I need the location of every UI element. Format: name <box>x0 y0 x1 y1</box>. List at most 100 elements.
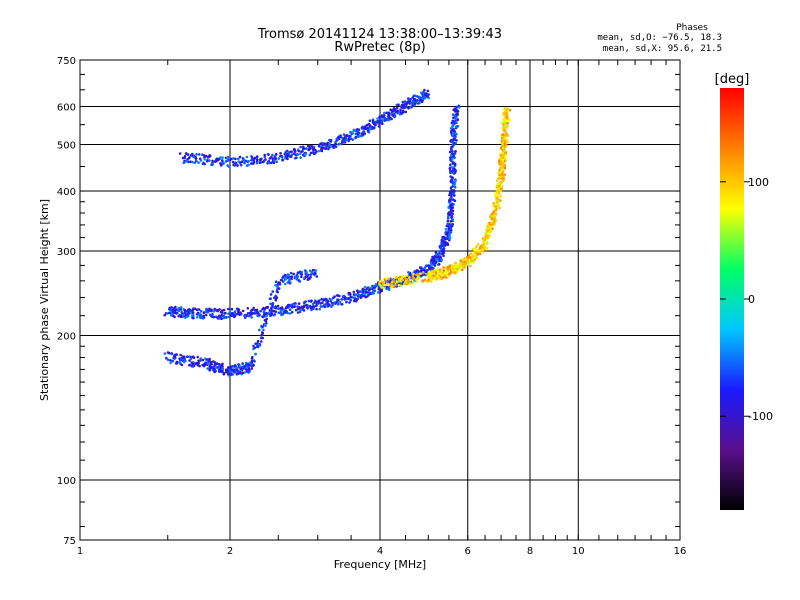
colorbar-tick-label: 0 <box>748 293 755 306</box>
echo-point <box>256 311 260 314</box>
echo-point <box>173 315 176 319</box>
echo-point <box>499 153 503 157</box>
echo-point <box>389 286 393 289</box>
echo-point <box>494 194 498 197</box>
echo-point <box>296 311 300 314</box>
echo-point <box>277 157 281 160</box>
echo-point <box>294 276 298 280</box>
echo-point <box>180 310 183 314</box>
echo-point <box>272 161 276 164</box>
echo-point <box>501 184 504 188</box>
echo-point <box>490 230 493 233</box>
echo-point <box>440 252 444 256</box>
echo-point <box>453 171 457 175</box>
echo-point <box>453 199 457 202</box>
echo-point <box>336 136 340 139</box>
echo-point <box>469 264 472 268</box>
echo-point <box>476 243 480 246</box>
echo-point <box>220 317 223 321</box>
echo-point <box>193 161 196 164</box>
echo-point <box>263 323 267 327</box>
echo-point <box>306 273 310 277</box>
echo-point <box>499 199 502 203</box>
echo-point <box>227 315 231 319</box>
echo-point <box>354 136 357 140</box>
echo-point <box>197 161 200 164</box>
echo-point <box>220 164 223 167</box>
echo-point <box>454 150 457 153</box>
echo-point <box>448 234 451 238</box>
echo-point <box>173 355 177 359</box>
echo-point <box>485 236 489 240</box>
echo-point <box>361 287 365 291</box>
echo-point <box>208 357 211 361</box>
echo-point <box>501 151 505 155</box>
echo-point <box>450 129 453 133</box>
echo-point <box>323 305 327 309</box>
echo-point <box>165 356 168 360</box>
echo-point <box>503 173 507 176</box>
echo-point <box>226 159 229 162</box>
echo-point <box>270 309 273 313</box>
echo-point <box>296 305 299 308</box>
echo-point <box>383 278 387 281</box>
echo-point <box>222 372 226 376</box>
echo-point <box>503 163 506 167</box>
echo-point <box>259 309 262 313</box>
echo-point <box>236 369 239 373</box>
echo-point <box>430 269 434 273</box>
echo-point <box>230 307 234 311</box>
echo-point <box>454 115 458 118</box>
echo-point <box>265 314 269 318</box>
echo-point <box>279 309 283 313</box>
echo-point <box>382 286 385 289</box>
echo-point <box>222 308 226 312</box>
echo-point <box>504 149 507 153</box>
echo-point <box>184 316 187 320</box>
echo-point <box>191 160 194 164</box>
echo-point <box>421 97 424 100</box>
echo-point <box>447 227 451 230</box>
echo-point <box>294 153 297 156</box>
echo-point <box>455 120 458 124</box>
echo-point <box>502 123 505 126</box>
echo-point <box>215 159 218 163</box>
echo-point <box>496 191 499 195</box>
echo-point <box>446 216 450 220</box>
echo-point <box>166 358 170 362</box>
echo-point <box>401 109 405 112</box>
echo-point <box>451 198 455 201</box>
echo-point <box>303 153 307 156</box>
echo-point <box>502 156 505 160</box>
echo-point <box>177 309 180 313</box>
echo-point <box>483 238 486 241</box>
echo-point <box>494 219 498 222</box>
echo-point <box>500 173 504 176</box>
echo-point <box>413 94 417 97</box>
echo-point <box>345 300 348 304</box>
echo-point <box>221 369 224 373</box>
echo-point <box>417 102 420 105</box>
echo-point <box>265 312 269 315</box>
echo-point <box>169 359 172 362</box>
echo-point <box>230 314 233 318</box>
echo-point <box>357 293 360 297</box>
echo-point <box>184 152 188 155</box>
echo-point <box>349 298 353 302</box>
echo-point <box>208 365 212 368</box>
echo-point <box>261 307 264 311</box>
echo-point <box>504 156 508 160</box>
echo-point <box>199 357 202 360</box>
echo-point <box>446 219 450 223</box>
echo-point <box>354 293 358 297</box>
echo-point <box>179 308 182 311</box>
echo-point <box>271 302 275 305</box>
x-axis-label: Frequency [MHz] <box>334 558 426 571</box>
echo-point <box>422 90 425 94</box>
echo-point <box>368 124 372 127</box>
echo-point <box>174 353 178 356</box>
echo-point <box>231 160 235 164</box>
echo-point <box>489 225 493 229</box>
echo-point <box>382 111 386 115</box>
echo-point <box>496 185 499 189</box>
